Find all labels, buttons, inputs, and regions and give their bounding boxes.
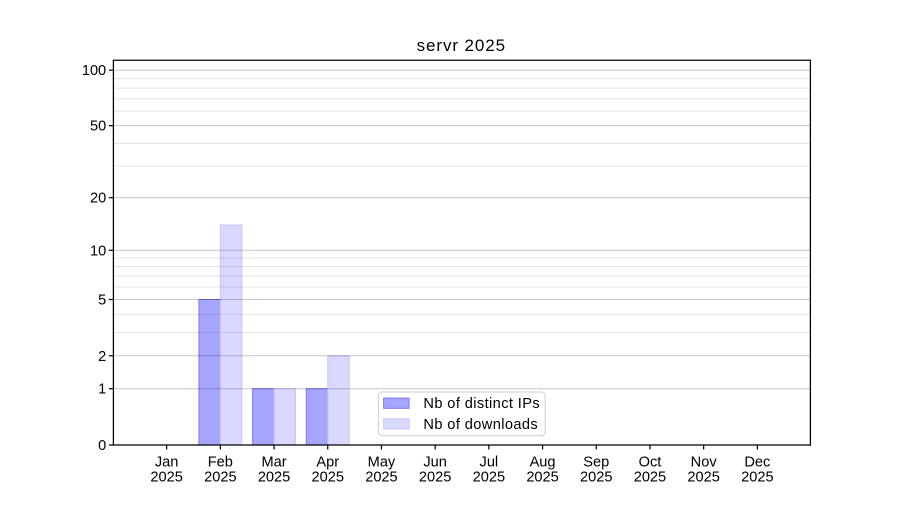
svg-text:Apr: Apr	[316, 454, 339, 470]
svg-text:2025: 2025	[687, 470, 719, 486]
svg-text:Nov: Nov	[691, 454, 718, 470]
svg-text:2025: 2025	[580, 470, 612, 486]
svg-text:Mar: Mar	[261, 454, 286, 470]
svg-text:20: 20	[90, 191, 106, 207]
svg-text:Dec: Dec	[744, 454, 770, 470]
svg-text:Feb: Feb	[208, 454, 233, 470]
svg-text:5: 5	[98, 292, 106, 308]
svg-text:2025: 2025	[365, 470, 397, 486]
svg-text:Oct: Oct	[639, 454, 662, 470]
svg-text:Nb of downloads: Nb of downloads	[423, 417, 538, 433]
svg-text:Nb of distinct IPs: Nb of distinct IPs	[423, 396, 540, 412]
svg-text:Aug: Aug	[530, 454, 556, 470]
svg-text:2025: 2025	[150, 470, 182, 486]
svg-text:2025: 2025	[258, 470, 290, 486]
svg-text:May: May	[368, 454, 396, 470]
svg-text:10: 10	[90, 243, 106, 259]
svg-text:50: 50	[90, 119, 106, 135]
svg-text:2025: 2025	[204, 470, 236, 486]
svg-text:Sep: Sep	[583, 454, 609, 470]
svg-text:Jan: Jan	[155, 454, 179, 470]
svg-text:2025: 2025	[526, 470, 558, 486]
svg-text:2025: 2025	[419, 470, 451, 486]
svg-text:0: 0	[98, 438, 106, 454]
svg-text:Jun: Jun	[423, 454, 447, 470]
svg-text:Jul: Jul	[480, 454, 499, 470]
svg-text:2025: 2025	[741, 470, 773, 486]
svg-text:2025: 2025	[473, 470, 505, 486]
svg-text:2025: 2025	[312, 470, 344, 486]
svg-text:2025: 2025	[634, 470, 666, 486]
svg-text:1: 1	[98, 382, 106, 398]
svg-text:2: 2	[98, 349, 106, 365]
svg-text:servr 2025: servr 2025	[417, 36, 506, 55]
svg-text:100: 100	[82, 63, 106, 79]
